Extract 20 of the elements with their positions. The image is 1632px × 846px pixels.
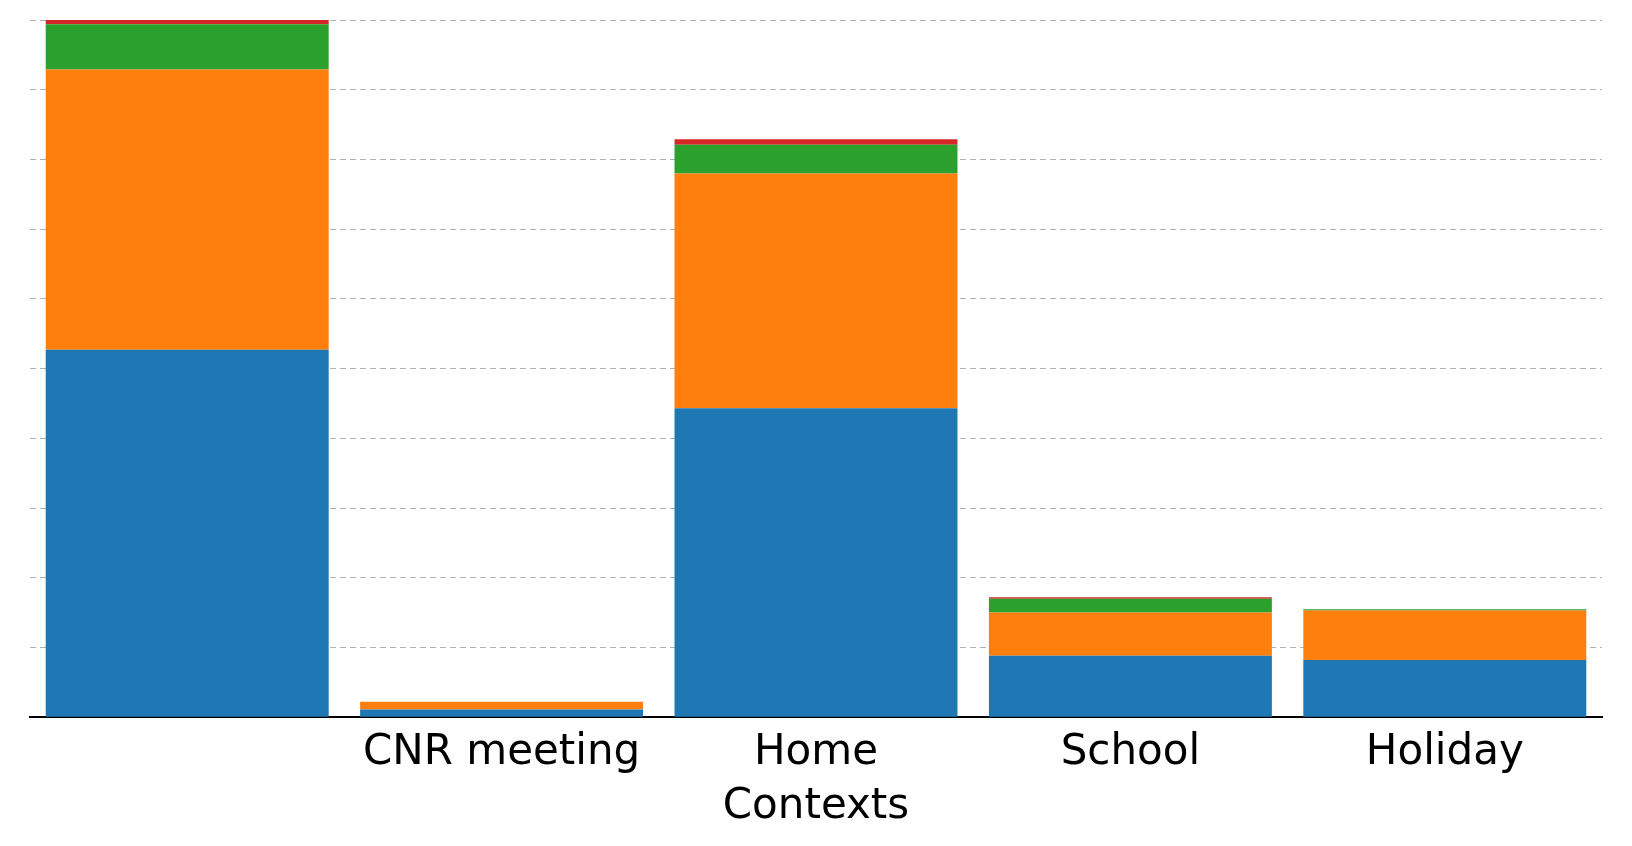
bar — [674, 173, 958, 409]
bar — [45, 349, 329, 717]
bar — [1303, 660, 1587, 717]
bar — [674, 144, 958, 174]
bar — [988, 612, 1272, 656]
bar — [360, 701, 644, 710]
bar — [988, 655, 1272, 717]
bar — [45, 24, 329, 70]
bar — [45, 20, 329, 25]
bar — [45, 69, 329, 350]
x-tick-label: Holiday — [1365, 725, 1524, 775]
bar — [360, 709, 644, 717]
bar — [988, 598, 1272, 613]
x-tick-label: Home — [753, 725, 879, 775]
x-axis-title: Contexts — [722, 778, 910, 828]
x-tick-label: CNR meeting — [362, 725, 641, 775]
x-tick-label: School — [1060, 725, 1201, 775]
bar — [674, 139, 958, 145]
bar — [1303, 610, 1587, 661]
bar — [674, 408, 958, 717]
